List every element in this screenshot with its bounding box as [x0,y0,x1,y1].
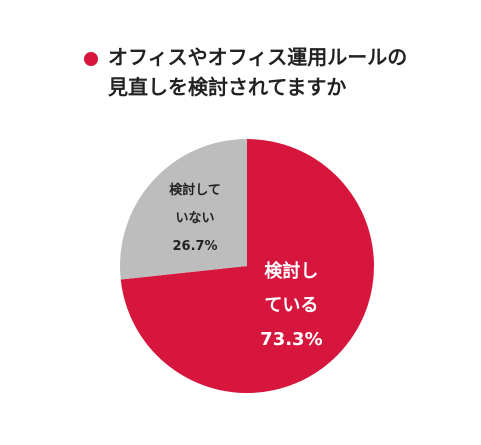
title-bullet [84,52,98,66]
pie-slice [120,139,247,280]
category-label: 検討している [264,260,319,316]
pie-slice [120,139,374,393]
value-label: 26.7% [172,239,218,255]
chart-title: オフィスやオフィス運用ルールの見直しを検討されてますか [108,45,408,99]
category-label: 検討していない [169,183,221,227]
slice-label: 検討している 73.3% [260,255,322,357]
slice-label: 検討していない 26.7% [167,177,223,261]
value-label: 73.3% [260,328,323,350]
